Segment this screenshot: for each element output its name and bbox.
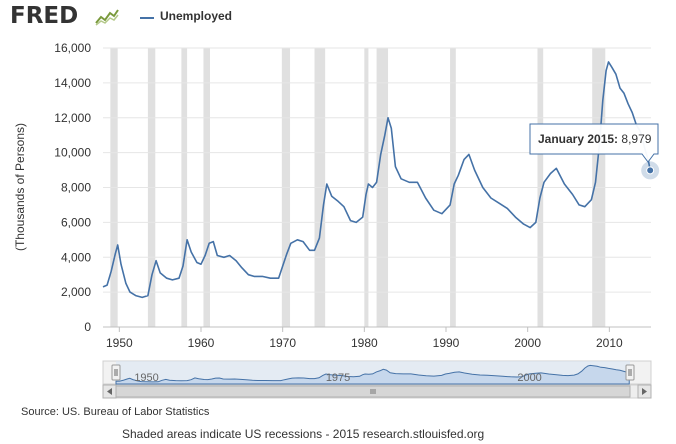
x-tick-label: 2000 <box>514 336 541 350</box>
navigator-tick-label: 2000 <box>517 372 541 384</box>
x-tick-label: 1950 <box>106 336 133 350</box>
x-tick-label: 1980 <box>351 336 378 350</box>
y-tick-label: 10,000 <box>54 146 91 160</box>
graph-icon <box>95 8 119 26</box>
y-tick-label: 0 <box>84 320 91 334</box>
y-axis-label: (Thousands of Persons) <box>13 123 27 251</box>
navigator-tick-label: 1975 <box>326 372 350 384</box>
series-line-unemployed <box>102 61 651 299</box>
source-note: Source: US. Bureau of Labor Statistics <box>21 406 210 418</box>
y-tick-label: 6,000 <box>61 215 91 229</box>
legend-swatch <box>140 17 154 19</box>
footer-note: Shaded areas indicate US recessions - 20… <box>122 427 485 441</box>
x-tick-label: 1960 <box>188 336 215 350</box>
x-tick-label: 1970 <box>269 336 296 350</box>
y-tick-label: 4,000 <box>61 250 91 264</box>
hover-point <box>646 166 655 175</box>
tooltip-box <box>529 123 659 163</box>
navigator-area <box>115 364 630 385</box>
y-tick-label: 2,000 <box>61 285 91 299</box>
navigator-tick-label: 1950 <box>134 372 158 384</box>
y-tick-label: 8,000 <box>61 181 91 195</box>
y-tick-label: 12,000 <box>54 111 91 125</box>
y-tick-label: 16,000 <box>54 41 91 55</box>
arrow-right-icon <box>642 388 647 395</box>
arrow-left-icon <box>107 388 112 395</box>
tooltip-value: 8,979 <box>621 132 651 146</box>
navigator: 1950 1975 2000 <box>102 360 652 399</box>
y-tick-label: 14,000 <box>54 76 91 90</box>
tooltip-label: January 2015: 8,979 <box>538 132 652 146</box>
series-layer <box>102 61 651 299</box>
tooltip: January 2015: 8,979 <box>529 123 660 180</box>
navigator-left-handle[interactable] <box>111 364 121 381</box>
navigator-right-handle[interactable] <box>625 364 635 381</box>
x-tick-label: 2010 <box>596 336 623 350</box>
legend-label: Unemployed <box>160 9 233 23</box>
fred-logo: FRED <box>10 3 79 29</box>
tooltip-date: January 2015: <box>538 132 621 146</box>
axes: 0 2,000 4,000 6,000 8,000 10,000 12,000 14,000 1… <box>54 41 651 350</box>
x-tick-label: 1990 <box>433 336 460 350</box>
